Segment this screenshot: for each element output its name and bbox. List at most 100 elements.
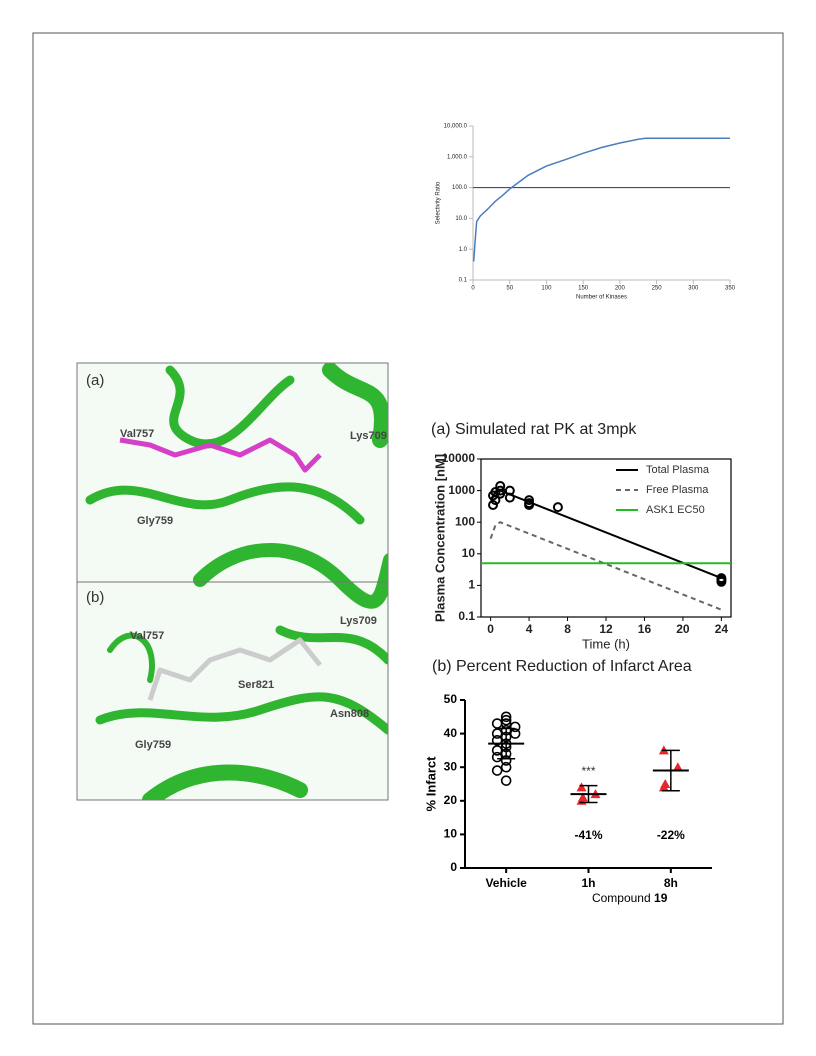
legend-label: ASK1 EC50 <box>646 504 705 516</box>
y-tick-label: 10 <box>444 827 458 841</box>
group-label-number: 19 <box>654 891 668 905</box>
ribbon <box>275 625 388 665</box>
observed-point <box>488 500 499 511</box>
data-point <box>509 721 521 733</box>
data-point <box>576 782 587 792</box>
residue-label: Val757 <box>120 428 154 440</box>
ribbon <box>165 365 295 449</box>
data-point <box>672 762 683 772</box>
legend-label: Free Plasma <box>646 484 709 496</box>
observed-point <box>495 480 506 491</box>
data-point <box>500 761 512 773</box>
x-tick-label: 20 <box>676 622 690 636</box>
y-tick-label: 10.0 <box>455 216 467 222</box>
y-tick-label: 0.1 <box>458 609 475 623</box>
residue-label: Gly759 <box>135 739 171 751</box>
change-label: -41% <box>574 828 602 842</box>
ribbon <box>142 764 308 800</box>
x-tick-label: 150 <box>578 286 589 292</box>
data-point <box>491 735 503 746</box>
y-axis-label: Plasma Concentration [nM] <box>432 454 447 622</box>
group-label-text: Compound <box>592 891 651 905</box>
ribbon <box>322 363 388 448</box>
data-point <box>509 728 521 739</box>
observed-point <box>504 485 515 496</box>
residue-label: Val757 <box>130 630 164 642</box>
x-tick-label: 8 <box>564 622 571 636</box>
x-tick-label: 0 <box>471 286 475 292</box>
y-tick-label: 100.0 <box>452 185 468 191</box>
residue-label: Ser821 <box>238 679 274 691</box>
x-axis-label: Number of Kinases <box>576 295 627 301</box>
ribbon <box>107 632 155 683</box>
observed-point <box>490 487 501 498</box>
residue-label: Lys709 <box>340 615 377 627</box>
y-tick-label: 30 <box>444 759 458 773</box>
data-point <box>500 711 512 723</box>
y-tick-label: 10,000.0 <box>444 124 468 130</box>
legend-label: Total Plasma <box>646 464 710 476</box>
observed-point <box>716 576 727 587</box>
y-axis-label: Selectivity Ratio <box>436 181 442 224</box>
y-tick-label: 0 <box>450 860 457 874</box>
ligands <box>119 437 322 701</box>
x-tick-label: 8h <box>664 876 678 890</box>
x-tick-label: 1h <box>581 876 595 890</box>
data-point <box>500 775 512 786</box>
residue-label: Lys709 <box>350 430 387 442</box>
x-tick-label: 50 <box>506 286 513 292</box>
data-point <box>577 792 588 802</box>
structure-figure: (a) Val757 Lys709 Gly759 (b) Val757 Lys7… <box>76 362 389 801</box>
x-tick-label: 300 <box>688 286 699 292</box>
y-tick-label: 20 <box>444 793 458 807</box>
residue-label: Gly759 <box>137 515 173 527</box>
x-tick-label: 100 <box>541 286 552 292</box>
x-tick-label: 4 <box>526 622 533 636</box>
x-tick-label: 350 <box>725 286 736 292</box>
significance: *** <box>581 764 595 778</box>
ribbon <box>85 482 365 525</box>
y-tick-label: 1 <box>468 578 475 592</box>
y-tick-label: 50 <box>444 692 458 706</box>
panel-label: (b) <box>86 589 104 606</box>
data-point <box>491 718 503 729</box>
series-line <box>472 137 730 262</box>
ribbon <box>95 692 388 735</box>
y-tick-label: 100 <box>455 514 475 528</box>
data-point <box>491 745 503 756</box>
page-border <box>32 32 784 1025</box>
x-tick-label: 24 <box>715 622 729 636</box>
data-point <box>491 751 503 763</box>
x-tick-label: 250 <box>652 286 663 292</box>
change-label: -22% <box>657 828 685 842</box>
ribbons <box>85 363 388 800</box>
observed-point <box>524 495 535 506</box>
data-point <box>500 714 512 726</box>
y-tick-label: 40 <box>444 726 458 740</box>
x-tick-label: 0 <box>487 622 494 636</box>
x-axis-label: Time (h) <box>582 636 630 651</box>
x-tick-label: 16 <box>638 622 652 636</box>
x-tick-label: Vehicle <box>485 876 527 890</box>
y-tick-label: 1.0 <box>459 247 468 253</box>
ligand-b <box>147 637 322 701</box>
ligand-a <box>119 437 322 473</box>
observed-point <box>552 502 563 513</box>
x-tick-label: 12 <box>599 622 613 636</box>
y-tick-label: 1,000.0 <box>447 154 468 160</box>
panel-label: (a) <box>86 372 104 389</box>
observed-point <box>495 485 506 496</box>
ribbon <box>193 543 388 609</box>
residue-label: Asn808 <box>330 708 369 720</box>
plot-frame <box>480 458 732 618</box>
y-tick-label: 0.1 <box>459 278 468 284</box>
data-point <box>491 765 503 776</box>
chart-title: (b) Percent Reduction of Infarct Area <box>432 658 692 675</box>
group-label: Compound 19 <box>592 891 668 905</box>
y-axis-label: % Infarct <box>423 756 438 812</box>
chart-title: (a) Simulated rat PK at 3mpk <box>431 421 637 438</box>
y-tick-label: 10000 <box>442 451 476 465</box>
observed-point <box>524 500 535 511</box>
